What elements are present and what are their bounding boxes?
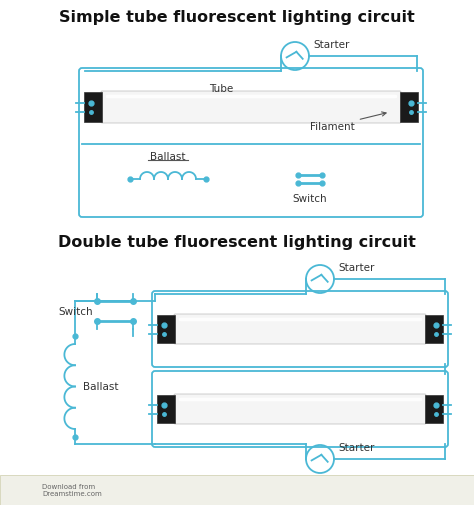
Text: Starter: Starter — [338, 442, 374, 452]
FancyBboxPatch shape — [101, 92, 401, 124]
Text: Starter: Starter — [338, 263, 374, 273]
Text: Starter: Starter — [313, 40, 349, 50]
Bar — [84, 93, 102, 123]
Bar — [400, 93, 418, 123]
Bar — [157, 316, 175, 343]
Bar — [425, 395, 443, 423]
Text: Switch: Switch — [58, 307, 93, 316]
Text: Double tube fluorescent lighting circuit: Double tube fluorescent lighting circuit — [58, 234, 416, 249]
Text: Simple tube fluorescent lighting circuit: Simple tube fluorescent lighting circuit — [59, 10, 415, 25]
Text: Ballast: Ballast — [83, 382, 118, 392]
Text: Filament: Filament — [310, 113, 386, 132]
FancyBboxPatch shape — [174, 394, 426, 424]
Text: Ballast: Ballast — [150, 152, 186, 162]
FancyBboxPatch shape — [174, 315, 426, 344]
Bar — [425, 316, 443, 343]
Bar — [0, 475, 474, 505]
Bar — [157, 395, 175, 423]
Text: Download from
Dreamstime.com: Download from Dreamstime.com — [42, 484, 102, 496]
Text: Switch: Switch — [292, 193, 328, 204]
Text: Tube: Tube — [209, 84, 233, 94]
